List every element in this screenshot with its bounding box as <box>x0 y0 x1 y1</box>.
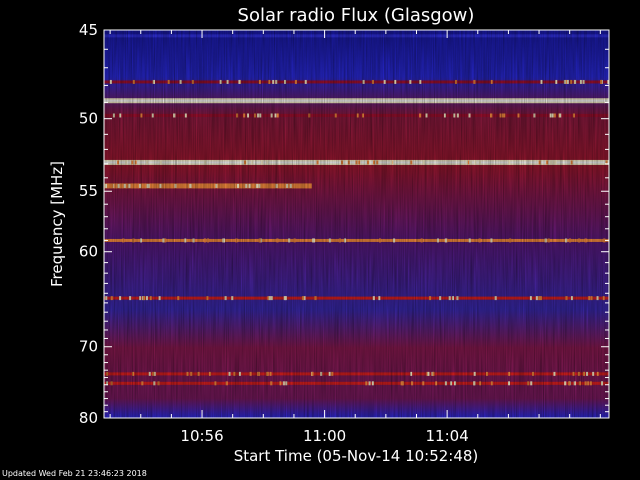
chart-title: Solar radio Flux (Glasgow) <box>238 5 475 26</box>
y-tick-label-3: 60 <box>79 243 98 261</box>
y-tick-label-1: 50 <box>79 110 98 128</box>
x-tick-label-2: 11:04 <box>426 427 469 445</box>
y-axis-label: Frequency [MHz] <box>48 161 66 287</box>
noise-overlay <box>104 30 609 418</box>
x-tick-label-1: 11:00 <box>303 427 346 445</box>
footer-updated: Updated Wed Feb 21 23:46:23 2018 <box>2 469 147 478</box>
y-tick-label-0: 45 <box>79 21 98 39</box>
y-tick-label-5: 80 <box>79 409 98 427</box>
plot-area <box>103 29 610 419</box>
y-tick-label-4: 70 <box>79 338 98 356</box>
x-axis-label: Start Time (05-Nov-14 10:52:48) <box>234 447 479 465</box>
y-axis: 45 50 55 60 70 80 <box>79 21 609 427</box>
x-tick-label-0: 10:56 <box>180 427 223 445</box>
x-axis: 10:56 11:00 11:04 <box>109 30 601 445</box>
y-tick-label-2: 55 <box>79 182 98 200</box>
plot-frame <box>103 29 610 419</box>
